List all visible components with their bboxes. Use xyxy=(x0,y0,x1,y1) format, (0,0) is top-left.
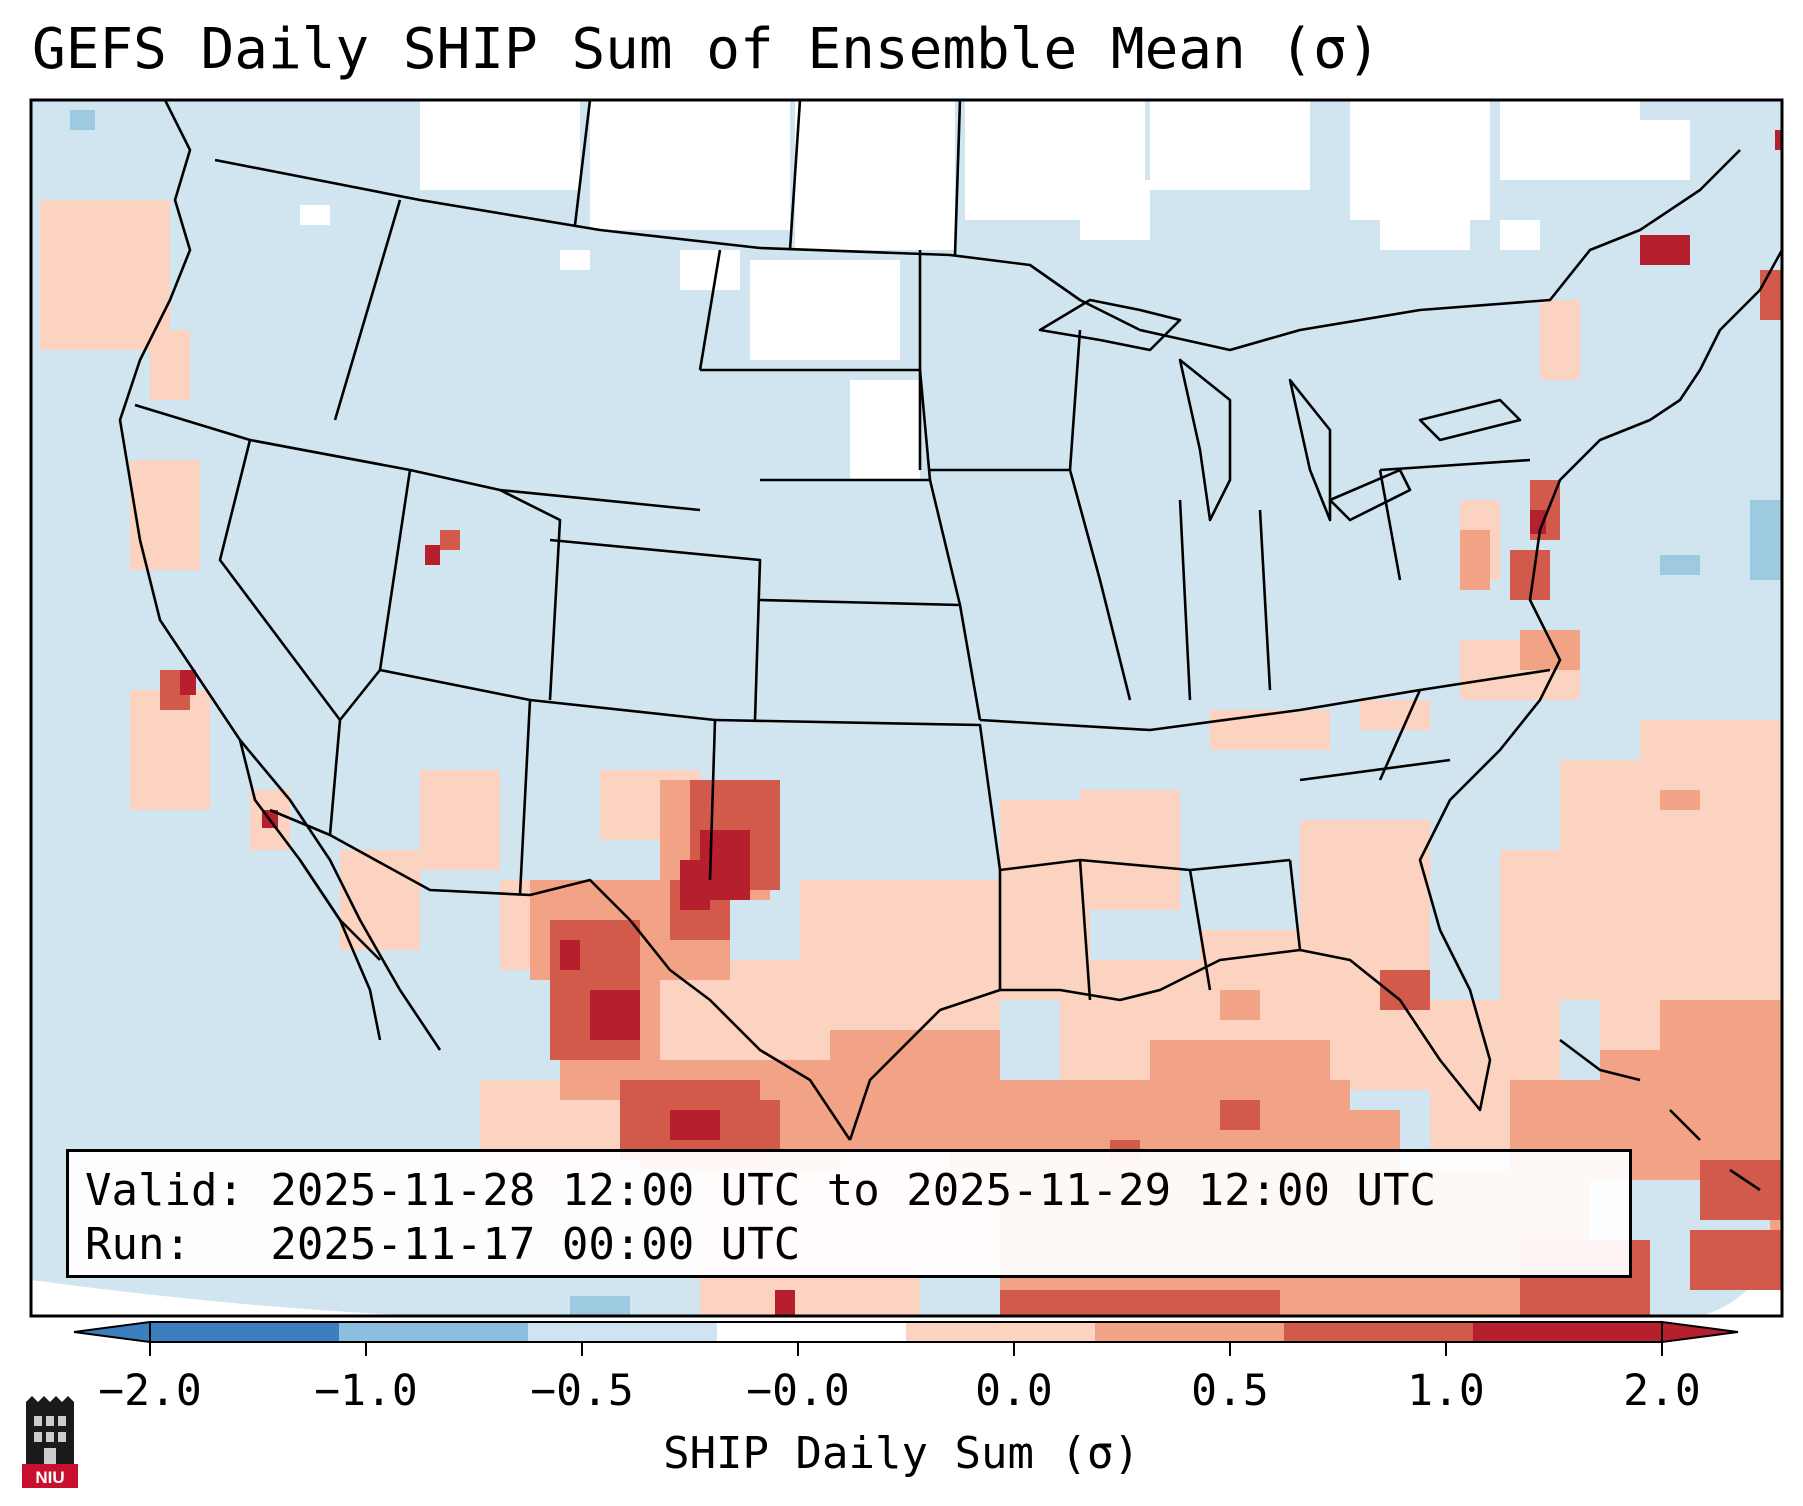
negative-anomaly-areas xyxy=(70,110,1782,1316)
colorbar-segment xyxy=(717,1322,907,1342)
colorbar-extend-low xyxy=(73,1320,151,1344)
colorbar-segment xyxy=(528,1322,718,1342)
colorbar-tick-label: −2.0 xyxy=(98,1366,202,1416)
colorbar-tick-label: 0.5 xyxy=(1191,1366,1269,1416)
valid-time-line: Valid: 2025-11-28 12:00 UTC to 2025-11-2… xyxy=(85,1165,1437,1216)
zero-areas-canada xyxy=(300,100,1690,480)
run-time-line: Run: 2025-11-17 00:00 UTC xyxy=(85,1219,801,1270)
logo-banner xyxy=(22,1464,78,1488)
boundaries xyxy=(118,100,1782,1192)
colorbar-tick-label: 0.0 xyxy=(975,1366,1053,1416)
colorbar-extend-high xyxy=(1661,1320,1739,1344)
valid-run-info-box: Valid: 2025-11-28 12:00 UTC to 2025-11-2… xyxy=(66,1149,1632,1278)
colorbar-ticks: −2.0 −1.0 −0.5 −0.0 0.0 0.5 1.0 2.0 xyxy=(98,1342,1701,1416)
colorbar-segment xyxy=(906,1322,1096,1342)
colorbar-segment xyxy=(339,1322,529,1342)
colorbar-segment xyxy=(1284,1322,1474,1342)
colorbar-segment xyxy=(1095,1322,1285,1342)
colorbar-segment xyxy=(150,1322,340,1342)
domain-edge-left xyxy=(31,1280,700,1316)
map-frame xyxy=(29,98,1784,1318)
colorbar xyxy=(73,1320,1739,1344)
colorbar-tick-label: −1.0 xyxy=(314,1366,418,1416)
domain-edge-right xyxy=(1700,1230,1782,1316)
map-title: GEFS Daily SHIP Sum of Ensemble Mean (σ) xyxy=(32,17,1381,82)
colorbar-frame xyxy=(149,1321,1663,1343)
colorbar-tick-label: 1.0 xyxy=(1407,1366,1485,1416)
colorbar-tick-label: −0.0 xyxy=(746,1366,850,1416)
colorbar-tick-label: 2.0 xyxy=(1623,1366,1701,1416)
map-panel xyxy=(31,100,1782,1316)
colorbar-segment xyxy=(1473,1322,1663,1342)
logo-text: NIU xyxy=(35,1468,64,1487)
niu-logo-icon: NIU xyxy=(22,1396,78,1488)
colorbar-tick-label: −0.5 xyxy=(530,1366,634,1416)
colorbar-label: SHIP Daily Sum (σ) xyxy=(663,1428,1140,1479)
